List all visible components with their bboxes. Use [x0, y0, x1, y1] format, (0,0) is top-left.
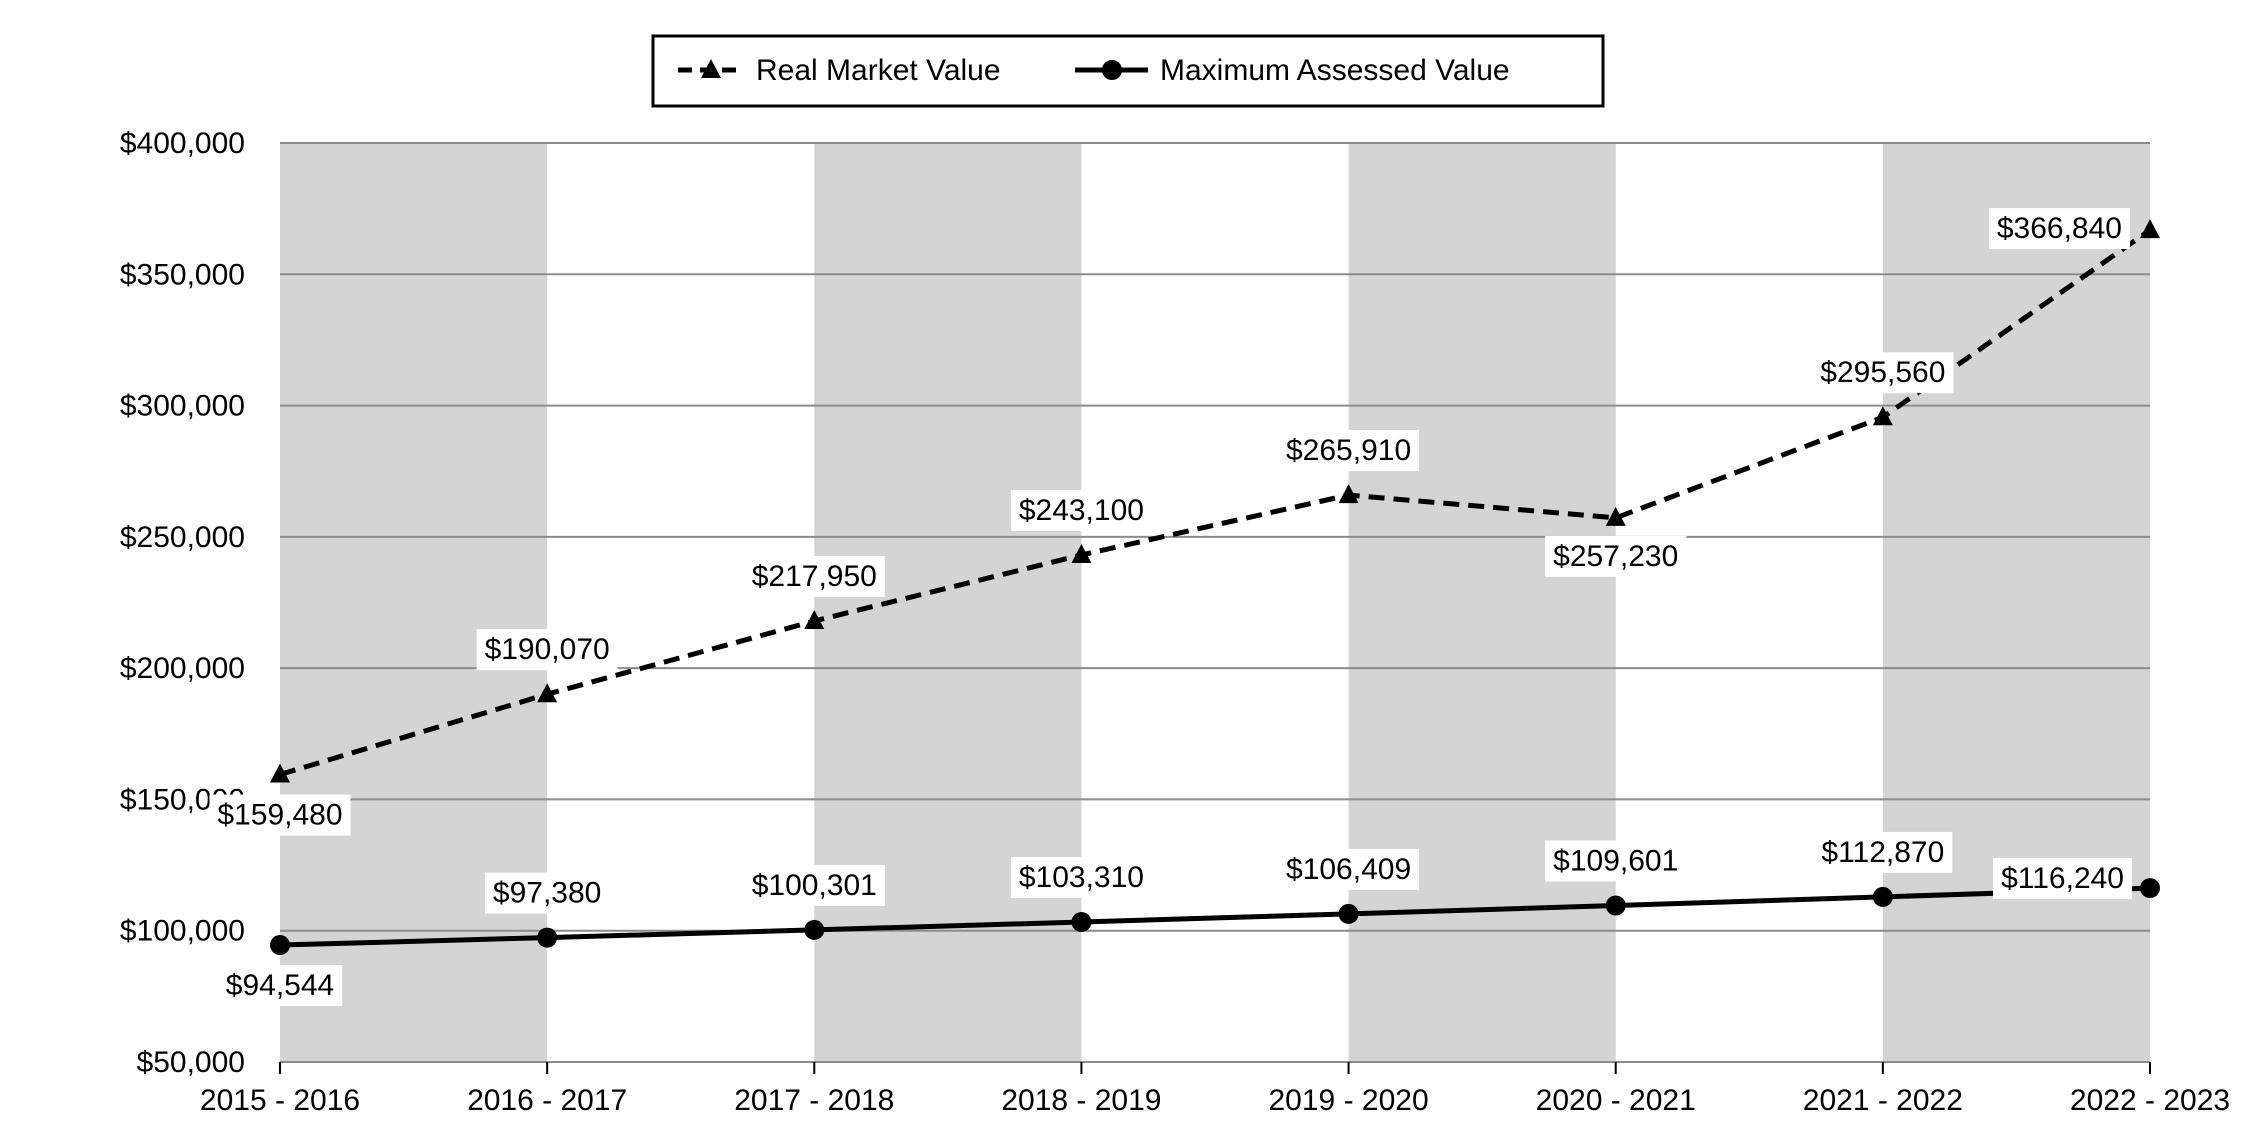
real-market-value-point [1071, 543, 1092, 563]
gridlines [280, 142, 2150, 1063]
maximum-assessed-value-point [270, 935, 290, 956]
data-label-background [476, 629, 618, 671]
data-label-background [1812, 352, 1954, 394]
legend-mav-circle-marker [1102, 60, 1122, 80]
real-market-value-data-label: $243,100 [1019, 494, 1144, 527]
x-tick-label: 2016 - 2017 [467, 1084, 627, 1117]
maximum-assessed-value-point [1872, 886, 1893, 907]
legend-mav-label: Maximum Assessed Value [1160, 54, 1510, 87]
real-market-value-point [1872, 406, 1893, 426]
maximum-assessed-value-point [1605, 895, 1626, 916]
y-tick-label: $300,000 [120, 390, 245, 423]
data-label-background [1278, 430, 1420, 472]
data-label-background [1545, 535, 1687, 577]
data-label-background [217, 965, 343, 1007]
maximum-assessed-value-data-label: $116,240 [2001, 862, 2124, 895]
data-label-background [743, 556, 885, 598]
y-tick-label: $50,000 [137, 1046, 245, 1079]
legend: Real Market Value Maximum Assessed Value [651, 34, 1605, 108]
maximum-assessed-value-data-label: $109,601 [1553, 845, 1678, 878]
maximum-assessed-value-point [2140, 878, 2160, 899]
y-tick-label: $250,000 [120, 521, 245, 554]
series-layer [270, 219, 2160, 956]
background-band [280, 143, 548, 1062]
maximum-assessed-value-point [1338, 903, 1359, 924]
x-tick-label: 2017 - 2018 [734, 1084, 894, 1117]
maximum-assessed-value-data-label: $100,301 [752, 869, 877, 902]
legend-rmv-triangle-marker [701, 59, 721, 78]
legend-rmv-label: Real Market Value [756, 54, 1001, 87]
x-tick-label: 2019 - 2020 [1269, 1084, 1429, 1117]
data-label-background [1993, 858, 2132, 900]
y-tick-label: $200,000 [120, 652, 245, 685]
data-label-background [1278, 848, 1420, 890]
real-market-value-data-label: $257,230 [1553, 540, 1678, 573]
data-label-background [1010, 857, 1152, 899]
data-labels: $159,480 $190,070 $217,950 $243,100 $265,910… [209, 208, 2132, 1007]
x-tick-label: 2020 - 2021 [1536, 1084, 1696, 1117]
y-tick-label: $100,000 [120, 915, 245, 948]
real-market-value-point [537, 683, 558, 703]
real-market-value-data-label: $265,910 [1286, 434, 1411, 467]
real-market-value-point [804, 610, 825, 630]
maximum-assessed-value-point [537, 927, 558, 948]
y-tick-label: $350,000 [120, 258, 245, 291]
x-tick-label: 2015 - 2016 [200, 1084, 360, 1117]
y-axis: $50,000$100,000$150,000$200,000$250,000$… [120, 127, 245, 1079]
real-market-value-point [1338, 484, 1359, 504]
real-market-value-point [2140, 219, 2160, 239]
data-label-background [484, 872, 610, 914]
real-market-value-data-label: $159,480 [217, 799, 342, 832]
real-market-value-point [270, 763, 290, 783]
maximum-assessed-value-data-label: $106,409 [1286, 853, 1411, 886]
maximum-assessed-value-point [804, 919, 825, 940]
real-market-value-line [279, 228, 2152, 777]
y-tick-label: $400,000 [120, 127, 245, 160]
data-label-background [1813, 831, 1953, 873]
x-tick-label: 2021 - 2022 [1803, 1084, 1963, 1117]
maximum-assessed-value-data-label: $97,380 [493, 877, 601, 910]
real-market-value-data-label: $295,560 [1820, 356, 1945, 389]
maximum-assessed-value-point [1071, 912, 1092, 933]
background-band [814, 143, 1082, 1062]
x-tick-label: 2018 - 2019 [1001, 1084, 1161, 1117]
real-market-value-data-label: $217,950 [752, 560, 877, 593]
background-bands [280, 143, 2150, 1062]
x-tick-label: 2022 - 2023 [2070, 1084, 2230, 1117]
maximum-assessed-value-data-label: $112,870 [1821, 836, 1944, 869]
data-label-background [1545, 840, 1687, 882]
real-market-value-point [1605, 506, 1626, 526]
real-market-value-data-label: $366,840 [1997, 212, 2122, 245]
maximum-assessed-value-line [279, 885, 2151, 948]
background-band [1348, 143, 1616, 1062]
real-market-value-data-label: $190,070 [485, 633, 610, 666]
background-band [1882, 143, 2150, 1062]
data-label-background [1988, 208, 2130, 250]
data-label-background [1010, 489, 1152, 531]
x-axis: 2015 - 2016 2016 - 2017 2017 - 2018 2018 - … [200, 1062, 2230, 1117]
maximum-assessed-value-data-label: $103,310 [1019, 861, 1144, 894]
data-label-background [743, 864, 885, 906]
data-label-background [209, 794, 351, 836]
maximum-assessed-value-data-label: $94,544 [226, 969, 334, 1002]
